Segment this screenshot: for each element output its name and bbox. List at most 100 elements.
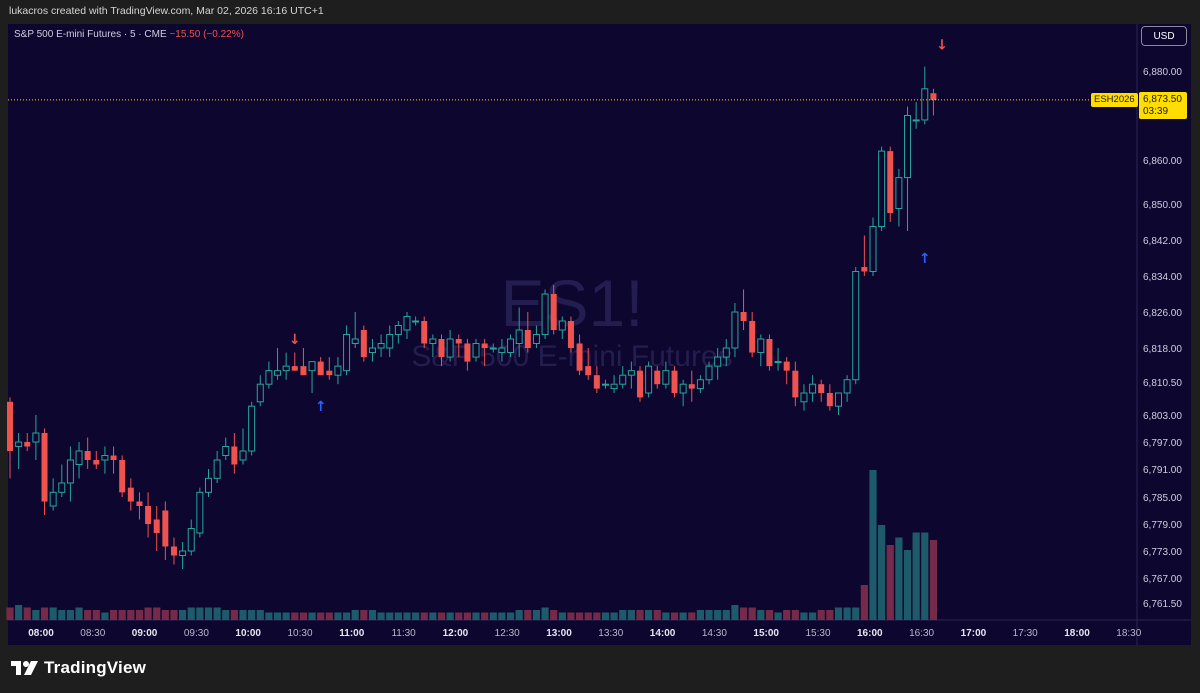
volume-bar xyxy=(446,612,454,620)
tradingview-logo-icon xyxy=(11,661,38,675)
volume-bar xyxy=(731,605,739,620)
currency-button[interactable]: USD xyxy=(1141,26,1187,46)
sell-signal-arrow-icon: ↓ xyxy=(936,37,948,53)
volume-bar xyxy=(360,610,368,620)
candle-body xyxy=(300,366,307,376)
volume-bar xyxy=(170,610,178,620)
price-tick-label: 6,842.00 xyxy=(1143,236,1182,247)
price-tick-label: 6,818.00 xyxy=(1143,344,1182,355)
volume-bar xyxy=(325,612,333,620)
bar-countdown: 03:39 xyxy=(1143,106,1169,117)
candle-body xyxy=(834,392,842,407)
candle-body xyxy=(800,392,808,403)
volume-bar xyxy=(817,610,825,620)
candlestick-chart[interactable]: ES1! S&P 500 E-mini Futures ↓↑↓↑ 6,880.0… xyxy=(0,0,1200,645)
candle-body xyxy=(162,510,169,547)
volume-bar xyxy=(144,607,152,620)
top-attribution-bar: lukacros created with TradingView.com, M… xyxy=(0,0,1200,24)
candle-body xyxy=(714,356,722,367)
time-tick-label: 11:00 xyxy=(339,628,364,639)
candle-body xyxy=(887,151,894,213)
volume-bar xyxy=(179,610,187,620)
volume-bar xyxy=(532,610,541,620)
candle-body xyxy=(550,294,557,330)
candle-body xyxy=(386,334,394,349)
volume-bar xyxy=(342,612,351,620)
candle-body xyxy=(282,365,290,372)
time-tick-label: 12:30 xyxy=(495,628,520,639)
volume-bar xyxy=(161,610,169,620)
candle-body xyxy=(145,506,152,524)
candle-body xyxy=(274,370,282,376)
volume-bar xyxy=(282,612,290,620)
candle-body xyxy=(455,339,462,344)
candle-body xyxy=(585,366,592,376)
candle-body xyxy=(84,451,91,460)
buy-signal-arrow-icon: ↑ xyxy=(315,399,327,415)
candle-body xyxy=(921,88,929,121)
candle-body xyxy=(774,361,782,364)
volume-bar xyxy=(567,612,575,620)
candle-body xyxy=(654,370,661,385)
candle-body xyxy=(394,325,402,335)
volume-bar xyxy=(619,610,627,620)
candle-body xyxy=(429,338,437,344)
time-tick-label: 18:30 xyxy=(1116,628,1141,639)
candle-body xyxy=(705,365,713,381)
candle-body xyxy=(472,343,480,358)
candle-body xyxy=(119,460,126,493)
volume-bar xyxy=(6,607,14,620)
price-axis[interactable]: 6,880.00 6,860.00 6,850.00 6,842.00 6,834.00… xyxy=(1143,67,1182,610)
volume-bar xyxy=(575,612,584,620)
time-axis[interactable]: 08:00 08:30 09:00 09:30 10:00 10:30 11:00 11:30… xyxy=(28,628,1142,639)
volume-bar xyxy=(748,607,756,620)
price-tick-label: 6,785.00 xyxy=(1143,493,1182,504)
candle-body xyxy=(110,455,117,460)
volume-bar xyxy=(386,612,394,620)
price-tick-label: 6,797.00 xyxy=(1143,438,1182,449)
volume-bar xyxy=(860,585,868,620)
candle-body xyxy=(930,93,937,100)
last-price-value: 6,873.50 xyxy=(1143,94,1182,105)
candle-body xyxy=(15,441,23,447)
candle-body xyxy=(627,370,635,376)
candle-body xyxy=(136,501,143,506)
time-tick-label: 14:30 xyxy=(702,628,727,639)
candle-body xyxy=(740,312,747,321)
candle-body xyxy=(343,334,351,372)
brand-wordmark: TradingView xyxy=(44,658,147,677)
tradingview-logo[interactable]: TradingView xyxy=(10,656,146,680)
candle-body xyxy=(127,487,134,502)
price-change: −15.50 (−0.22%) xyxy=(169,29,244,40)
volume-bar xyxy=(783,610,791,620)
candle-body xyxy=(308,361,316,372)
last-price-tag: 6,873.50 03:39 xyxy=(1139,92,1187,119)
volume-bar xyxy=(696,610,704,620)
volume-bar xyxy=(869,470,877,620)
candle-body xyxy=(757,338,765,354)
volume-bar xyxy=(32,610,40,620)
candle-body xyxy=(291,366,298,371)
candle-body xyxy=(438,339,445,358)
volume-bar xyxy=(308,612,316,620)
volume-bar xyxy=(222,610,230,620)
candle-body xyxy=(576,343,583,371)
time-tick-label: 17:00 xyxy=(961,628,987,639)
time-tick-label: 17:30 xyxy=(1013,628,1038,639)
volume-bar xyxy=(187,607,195,620)
candle-body xyxy=(41,433,48,502)
volume-bar xyxy=(377,612,385,620)
price-tick-label: 6,834.00 xyxy=(1143,272,1182,283)
candle-body xyxy=(24,442,31,447)
candle-body xyxy=(843,379,851,394)
volume-bar xyxy=(196,607,204,620)
volume-bar xyxy=(791,610,799,620)
volume-bar xyxy=(653,610,661,620)
time-tick-label: 18:00 xyxy=(1064,628,1090,639)
volume-bar xyxy=(739,607,748,620)
volume-bar xyxy=(351,610,359,620)
symbol-legend[interactable]: S&P 500 E-mini Futures · 5 · CME −15.50 … xyxy=(14,29,244,40)
buy-signal-arrow-icon: ↑ xyxy=(919,251,931,267)
candle-body xyxy=(326,370,333,376)
time-tick-label: 15:30 xyxy=(805,628,830,639)
